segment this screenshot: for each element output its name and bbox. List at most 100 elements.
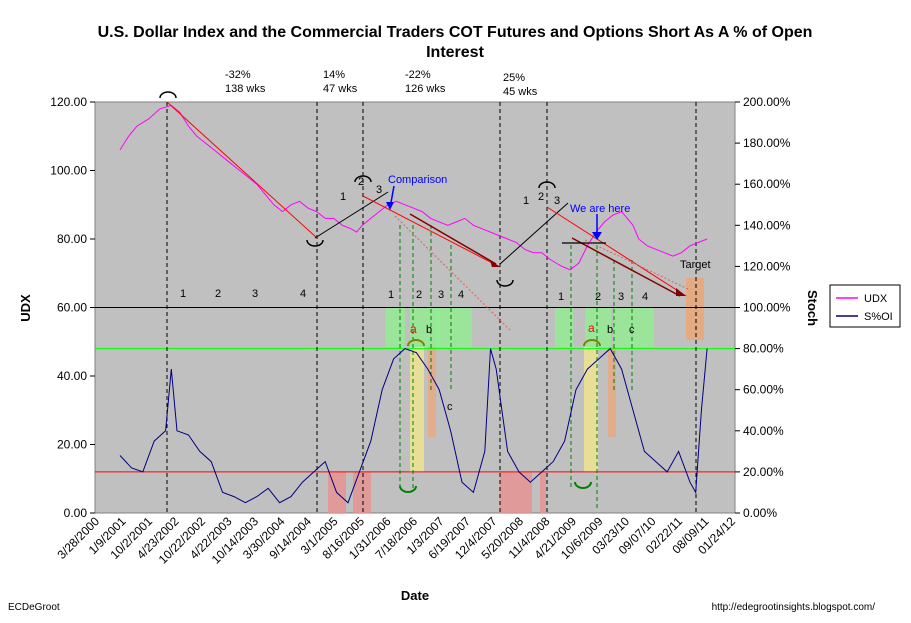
annotation-target: Target [680,259,711,271]
y-tick-label-left: 40.00 [57,369,87,383]
arrowhead [592,232,602,240]
wave-label: 2 [538,191,544,203]
annotation-wks: 45 wks [503,86,538,98]
red-zone [353,472,371,513]
x-axis-ticks: 3/28/20001/9/200110/2/20014/23/200210/22… [54,514,738,567]
orange-zone [608,347,616,437]
trend-line-down [166,101,318,239]
annotation-we-are-here: We are here [570,203,630,215]
annotation-pct: -22% [405,69,431,81]
turn-arrow-icon [407,339,425,347]
y-tick-label-right: 20.00% [743,465,784,479]
footer-author: ECDeGroot [8,602,60,613]
chart-title-line1: U.S. Dollar Index and the Commercial Tra… [98,24,813,41]
wave-label: 3 [376,184,382,196]
target-zone [686,278,704,340]
wave-label: 3 [618,291,624,303]
y-tick-label-right: 160.00% [743,177,791,191]
y-tick-label-right: 100.00% [743,301,791,315]
legend-label-udx: UDX [864,293,888,305]
green-zone [385,307,405,347]
projection-dotted-line [394,215,511,331]
turn-arrow-icon [159,91,177,99]
orange-zone [428,347,436,437]
legend-label-soi: S%OI [864,311,893,323]
y-tick-label-left: 20.00 [57,438,87,452]
y-tick-label-left: 100.00 [50,164,87,178]
footer-url: http://edegrootinsights.blogspot.com/ [712,602,876,613]
red-zone [500,472,532,513]
projection-arrow-line [571,237,681,297]
x-axis-label: Date [401,588,429,603]
y-tick-label-left: 80.00 [57,232,87,246]
wave-label-b: b [607,324,613,336]
wave-label-a: a [588,321,595,335]
green-zone [555,307,573,347]
wave-label: 4 [458,289,464,301]
wave-label: 3 [252,288,258,300]
turn-arrow-icon [399,485,417,493]
turn-arrows [159,91,556,287]
turn-arrow-icon [306,239,324,247]
arrowhead [490,260,500,267]
y-tick-label-left: 60.00 [57,301,87,315]
y-tick-label-right: 120.00% [743,259,791,273]
trend-line-up [314,191,389,239]
annotation-pct: 14% [323,69,345,81]
wave-label: 1 [180,288,186,300]
y-tick-label-right: 0.00% [743,506,777,520]
arrowhead [386,202,394,210]
wave-labels: 1 2 3 4 1 2 3 1 2 3 4 1 2 3 1 2 3 4 a b … [180,176,648,413]
red-zone [540,472,546,513]
turn-arrow-icon [354,175,372,183]
yellow-turn-arrows [407,339,601,347]
wave-label: 1 [340,191,346,203]
wave-label-c: c [629,324,635,336]
reference-lines [95,307,735,473]
series-line-udx [119,104,708,271]
y-tick-label-right: 140.00% [743,218,791,232]
arrowhead [676,288,686,296]
left-axis-ticks: 0.00 20.00 40.00 60.00 80.00 100.00 120.00 [50,95,95,520]
trend-lines [166,101,691,331]
wave-label-b: b [426,324,432,336]
green-zone [614,307,654,347]
wave-label: 1 [523,195,529,207]
cycle-divider-lines [166,102,697,513]
wave-label: 1 [388,289,394,301]
projection-dotted-line [584,239,691,291]
trend-line-down [362,195,501,268]
green-zone [436,307,472,347]
y-tick-label-right: 80.00% [743,342,784,356]
y-tick-label-right: 40.00% [743,424,784,438]
annotation-pct: 25% [503,72,525,84]
green-dashed-lines [399,225,633,510]
y-tick-label-right: 60.00% [743,383,784,397]
turn-arrow-icon [538,181,556,189]
green-turn-arrows [399,481,592,493]
legend: UDX S%OI [829,284,901,328]
wave-label-a: a [410,322,417,336]
wave-label: 2 [595,291,601,303]
wave-label: 2 [358,176,364,188]
chart-title-line2: Interest [426,44,484,61]
trend-line-down [546,206,687,297]
y-tick-label-left: 120.00 [50,95,87,109]
turn-arrow-icon [583,339,601,347]
legend-box [829,284,901,328]
wave-label: 4 [300,288,306,300]
comparison-arrow-line [409,213,497,265]
series-line-soi [119,347,708,504]
annotation-wks: 138 wks [225,83,266,95]
wave-label-c: c [447,401,453,413]
turn-arrow-icon [574,481,592,489]
wave-label: 3 [438,289,444,301]
y-tick-label-right: 180.00% [743,136,791,150]
right-axis-ticks: 0.00% 20.00% 40.00% 60.00% 80.00% 100.00% 120.… [735,95,791,520]
y-tick-label-left: 0.00 [64,506,88,520]
wave-label: 1 [558,291,564,303]
yellow-zone [410,347,424,472]
y-tick-label-right: 200.00% [743,95,791,109]
annotation-wks: 126 wks [405,83,446,95]
